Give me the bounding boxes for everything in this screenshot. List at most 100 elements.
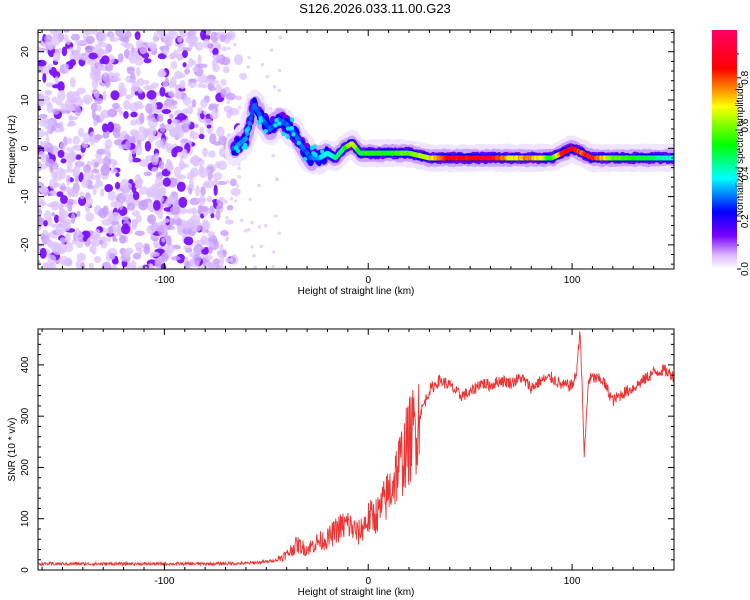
noise-blob — [217, 160, 228, 171]
noise-blob — [180, 30, 185, 39]
noise-blob — [229, 197, 234, 201]
noise-blob — [168, 90, 175, 98]
noise-blob — [161, 237, 166, 243]
noise-blob — [221, 46, 227, 52]
noise-blob — [219, 255, 225, 266]
noise-blob — [70, 33, 81, 41]
top-xtick-label: -100 — [154, 275, 174, 286]
noise-blob — [64, 257, 73, 267]
noise-blob — [128, 152, 133, 164]
noise-blob — [66, 186, 71, 196]
noise-blob — [98, 42, 108, 48]
ridge-speckle — [244, 128, 249, 133]
bottom-ytick-label: 100 — [20, 510, 31, 527]
noise-blob — [197, 63, 208, 68]
noise-blob — [182, 50, 188, 58]
noise-blob — [77, 159, 82, 169]
noise-blob — [104, 76, 111, 88]
noise-blob — [145, 103, 154, 114]
noise-blob — [158, 160, 165, 170]
noise-blob — [44, 34, 53, 43]
noise-blob — [222, 66, 230, 74]
noise-blob — [239, 72, 248, 80]
noise-blob — [51, 96, 58, 103]
noise-blob — [260, 62, 265, 67]
noise-blob — [184, 68, 190, 75]
ridge-speckle — [291, 132, 296, 137]
noise-blob — [143, 245, 151, 255]
noise-blob — [45, 158, 55, 168]
noise-blob — [207, 82, 214, 90]
noise-blob — [102, 205, 109, 217]
noise-blob — [225, 237, 229, 242]
noise-blob — [112, 127, 121, 139]
noise-blob — [146, 224, 156, 235]
noise-blob — [171, 147, 178, 158]
noise-blob — [179, 207, 187, 215]
top-ylabel: Frequency (Hz) — [7, 115, 18, 184]
noise-blob — [63, 30, 70, 33]
noise-blob — [134, 31, 141, 41]
noise-blob — [229, 254, 239, 265]
noise-blob — [83, 170, 94, 180]
noise-blob — [206, 124, 212, 129]
noise-blob — [90, 245, 97, 255]
noise-blob — [151, 103, 158, 110]
noise-blob — [94, 134, 103, 140]
noise-blob — [93, 90, 100, 99]
noise-blob — [78, 196, 87, 207]
noise-blob — [213, 172, 223, 181]
noise-blob — [130, 111, 138, 118]
noise-blob — [218, 265, 227, 269]
noise-blob — [85, 35, 95, 45]
noise-blob — [199, 126, 204, 136]
bottom-xlabel: Height of straight line (km) — [298, 587, 415, 598]
noise-blob — [94, 97, 103, 105]
noise-blob — [60, 195, 68, 204]
noise-blob — [166, 225, 175, 230]
noise-blob — [104, 139, 113, 149]
noise-blob — [113, 161, 119, 166]
noise-blob — [38, 46, 42, 52]
colorbar-tick-label: 0.8 — [740, 70, 750, 84]
noise-blob — [139, 44, 148, 55]
ridge-speckle — [319, 149, 325, 154]
noise-blob — [187, 105, 194, 115]
noise-blob — [202, 181, 210, 188]
noise-blob — [163, 200, 172, 208]
ridge-speckle — [274, 118, 279, 123]
noise-blob — [139, 112, 145, 124]
noise-blob — [146, 85, 156, 90]
ridge-speckle — [285, 126, 291, 131]
ridge-speckle — [312, 144, 317, 149]
noise-blob — [93, 255, 102, 264]
noise-blob — [162, 81, 169, 87]
noise-blob — [108, 225, 113, 235]
noise-blob — [131, 218, 137, 229]
noise-blob — [161, 252, 169, 262]
noise-blob — [121, 224, 131, 235]
noise-blob — [75, 259, 82, 269]
noise-blob — [169, 113, 174, 119]
noise-blob — [143, 171, 152, 177]
noise-blob — [177, 46, 183, 53]
noise-blob — [200, 213, 205, 219]
noise-blob — [57, 81, 65, 92]
noise-blob — [57, 149, 65, 158]
noise-blob — [153, 199, 161, 211]
spectrogram-image — [38, 30, 674, 269]
top-ytick-label: -20 — [20, 237, 31, 252]
noise-blob — [96, 104, 102, 112]
noise-blob — [243, 228, 248, 233]
noise-blob — [197, 54, 202, 66]
noise-blob — [117, 53, 124, 63]
top-xtick-label: 100 — [564, 275, 581, 286]
noise-blob — [191, 99, 197, 108]
noise-blob — [49, 30, 57, 35]
noise-blob — [130, 86, 135, 97]
noise-blob — [187, 35, 199, 43]
noise-blob — [68, 47, 75, 53]
noise-blob — [134, 183, 142, 189]
noise-blob — [230, 187, 241, 196]
